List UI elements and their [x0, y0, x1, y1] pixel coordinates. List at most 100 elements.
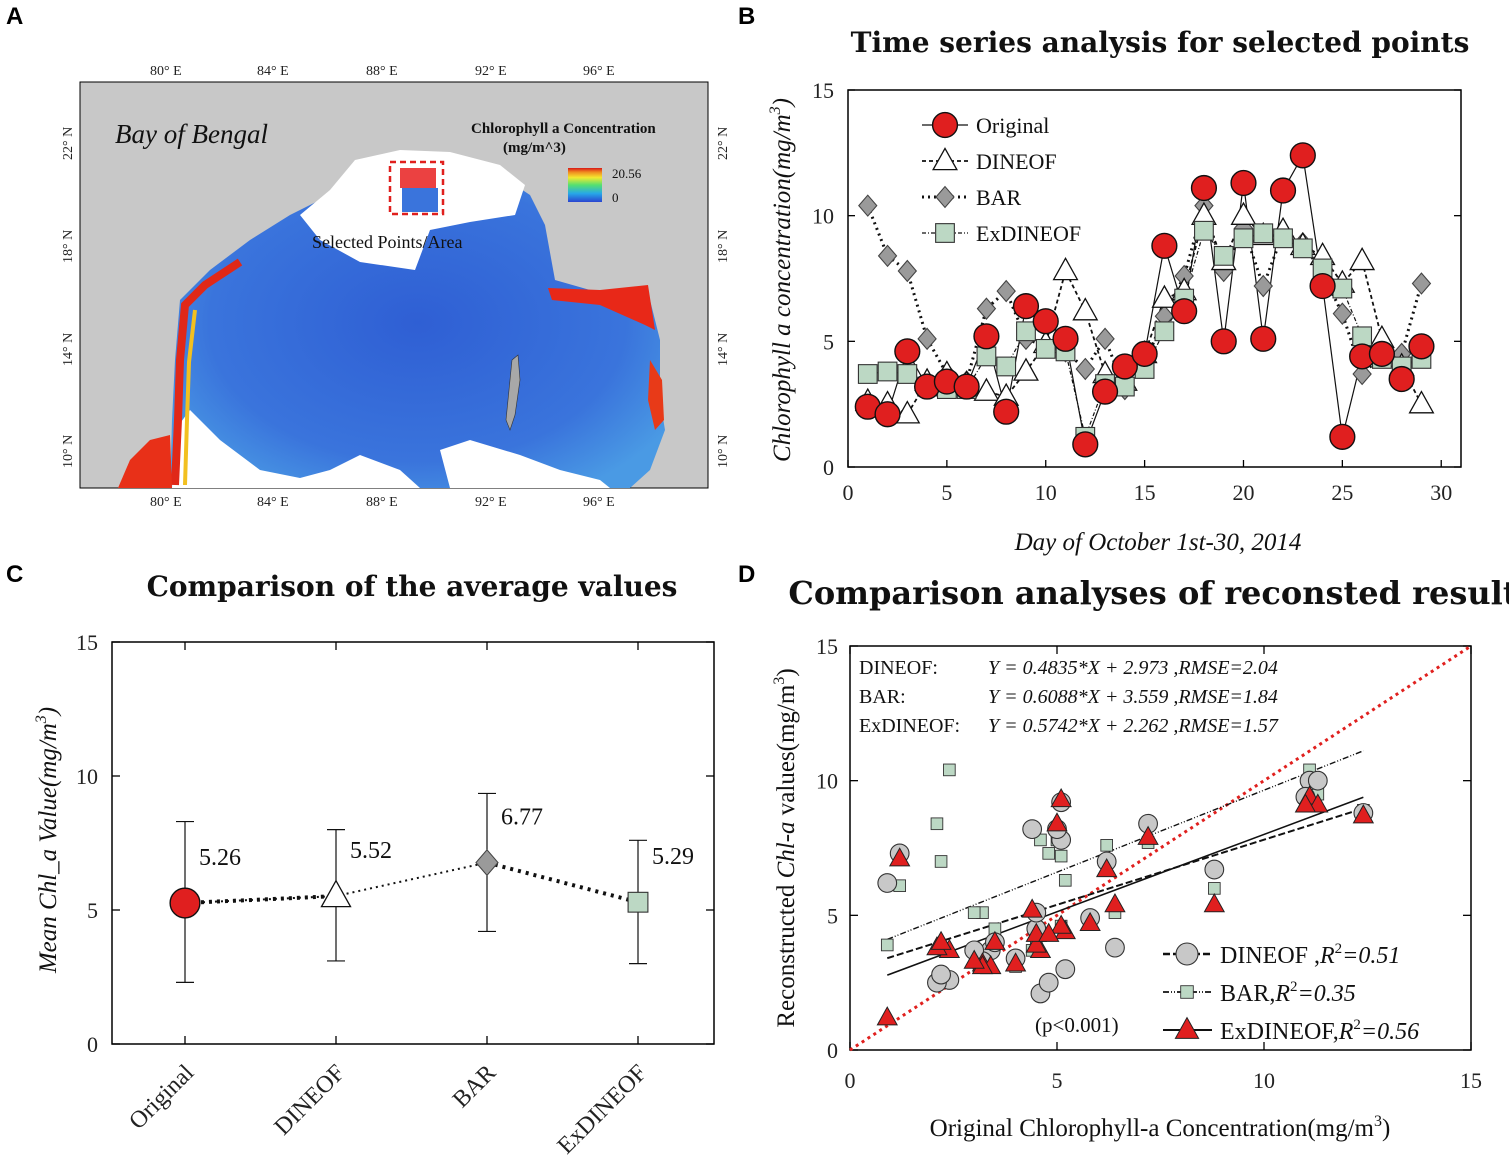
- map-lon-tick: 84° E: [257, 64, 289, 79]
- time-series-point-bar: [996, 279, 1016, 303]
- average-values-ytick-label: 5: [87, 898, 98, 923]
- scatter-point-exdineof: [1095, 857, 1118, 878]
- time-series-point-exdineof: [1233, 228, 1254, 249]
- map-lon-tick: 96° E: [583, 495, 615, 510]
- map-legend-unit: (mg/m^3): [503, 140, 566, 156]
- scatter-point-bar: [1054, 849, 1068, 863]
- map-region-label: Bay of Bengal: [115, 119, 268, 149]
- scatter-comparison-title: Comparison analyses of reconsted results: [788, 574, 1509, 612]
- time-series-point-exdineof: [857, 364, 878, 384]
- legend-marker-exdineof: [935, 223, 955, 243]
- time-series-point-exdineof: [1016, 321, 1036, 342]
- map-coast-chl-west-halo: [183, 309, 197, 486]
- time-series-frame: [847, 89, 1462, 468]
- map-coast-chl-west: [171, 258, 243, 486]
- map-colorbar-max: 20.56: [612, 166, 642, 181]
- scatter-xlabel: Original Chlorophyll-a Concentration(mg/…: [930, 1113, 1391, 1142]
- time-series-xlabel: Day of October 1st-30, 2014: [1014, 529, 1302, 556]
- map-lon-ticks-bottom: 80° E 84° E 88° E 92° E 96° E: [150, 495, 615, 510]
- map-colorbar-min: 0: [612, 190, 619, 205]
- scatter-ticks: 0 5 10 15 0 5 10 15: [816, 634, 1482, 1093]
- time-series-point-exdineof: [1253, 223, 1274, 244]
- time-series-xtick-label: 5: [941, 480, 952, 505]
- scatter-legend-marker: [1174, 1016, 1200, 1039]
- scatter-legend-r: R: [1319, 943, 1335, 969]
- scatter-point-exdineof: [963, 949, 985, 969]
- legend-label-dineof: DINEOF: [976, 149, 1057, 174]
- scatter-frame: [849, 645, 1472, 1051]
- time-series-point-dineof: [1052, 257, 1079, 281]
- average-marker-bar: [475, 848, 499, 877]
- scatter-point-bar: [967, 906, 981, 919]
- time-series-ytick-label: 15: [812, 78, 834, 103]
- scatter-point-exdineof: [888, 847, 911, 867]
- time-series-xtick-label: 15: [1134, 480, 1156, 505]
- scatter-annotations: DINEOF: Y = 0.4835*X + 2.973 ,RMSE=2.04 BA…: [859, 657, 1419, 1045]
- time-series-ytick-label: 0: [823, 455, 834, 480]
- scatter-point-dineof: [1022, 819, 1043, 840]
- map-lat-tick: 18° N: [716, 230, 731, 263]
- time-series-point-original: [894, 338, 921, 365]
- time-series-point-bar: [1075, 357, 1096, 381]
- time-series-point-exdineof: [1332, 278, 1353, 299]
- equation-name: BAR:: [859, 686, 906, 708]
- time-series-point-bar: [1352, 362, 1372, 386]
- time-series-point-original: [1072, 431, 1099, 458]
- scatter-point-exdineof: [1294, 793, 1317, 813]
- time-series-point-original: [1250, 325, 1277, 352]
- time-series-point-dineof: [1349, 246, 1376, 271]
- scatter-legend-name: DINEOF ,: [1220, 943, 1320, 969]
- scatter-point-dineof: [1038, 972, 1059, 993]
- map-coast-chl-southwest: [118, 435, 172, 488]
- map-lon-tick: 88° E: [366, 495, 398, 510]
- scatter-point-exdineof: [1352, 804, 1375, 824]
- selected-area-box: [388, 160, 445, 216]
- map-lat-tick: 14° N: [716, 333, 731, 366]
- average-marker-exdineof: [627, 891, 649, 913]
- legend-marker-bar: [935, 185, 955, 209]
- p-value-note: (p<0.001): [1035, 1013, 1119, 1037]
- map-nodata-south: [172, 410, 420, 488]
- map-coast-chl-east: [548, 285, 655, 330]
- scatter-ytick-label: 10: [816, 769, 838, 794]
- scatter-legend-label: ExDINEOF,R2=0.56: [1220, 1017, 1419, 1045]
- time-series-point-original: [1032, 308, 1059, 335]
- map-lat-tick: 22° N: [716, 127, 731, 160]
- scatter-point-exdineof: [1203, 892, 1226, 913]
- scatter-legend-r2-value: =0.35: [1298, 981, 1356, 1007]
- time-series-point-bar: [897, 259, 918, 283]
- scatter-point-exdineof: [1046, 812, 1068, 832]
- time-series-xtick-label: 0: [843, 480, 854, 505]
- map-lon-tick: 84° E: [257, 495, 289, 510]
- legend-marker-dineof: [932, 147, 958, 171]
- time-series-xtick-label: 30: [1430, 480, 1452, 505]
- scatter-ytick-label: 15: [816, 634, 838, 659]
- average-values-xtick-label: Original: [124, 1060, 199, 1135]
- map-coast-chl-east2: [648, 360, 664, 430]
- scatter-ylabel: Reconstructed Chl-a values(mg/m3): [771, 668, 800, 1027]
- scatter-point-bar: [1208, 882, 1221, 895]
- average-values-xtick-label: ExDINEOF: [553, 1060, 652, 1159]
- equation-name: DINEOF:: [859, 657, 938, 679]
- scatter-point-exdineof: [1004, 952, 1027, 972]
- scatter-point-exdineof: [1050, 787, 1072, 808]
- time-series-point-exdineof: [1194, 220, 1214, 241]
- time-series-chart: Time series analysis for selected points…: [767, 26, 1469, 556]
- time-series-point-original: [1408, 333, 1435, 360]
- map-islands: [505, 354, 521, 431]
- time-series-title: Time series analysis for selected points: [851, 26, 1470, 59]
- scatter-point-bar: [1042, 847, 1056, 860]
- legend-marker-original: [931, 111, 959, 139]
- time-series-point-original: [1052, 325, 1079, 352]
- time-series-point-bar: [917, 327, 937, 351]
- time-series-point-original: [1388, 365, 1415, 393]
- map-lon-tick: 96° E: [583, 64, 615, 79]
- map-lon-tick: 80° E: [150, 495, 182, 510]
- time-series-point-bar: [1332, 302, 1353, 325]
- map-nodata-east: [440, 440, 610, 488]
- average-values-chart: Comparison of the average values 0 5 10 15 O…: [33, 570, 715, 1159]
- panel-label-a: A: [6, 3, 23, 30]
- map-panel: Bay of Bengal Chlorophyll a Concentratio…: [61, 64, 731, 510]
- scatter-legend-name: ExDINEOF,: [1220, 1019, 1339, 1045]
- average-values-xtick-label: BAR: [448, 1060, 501, 1113]
